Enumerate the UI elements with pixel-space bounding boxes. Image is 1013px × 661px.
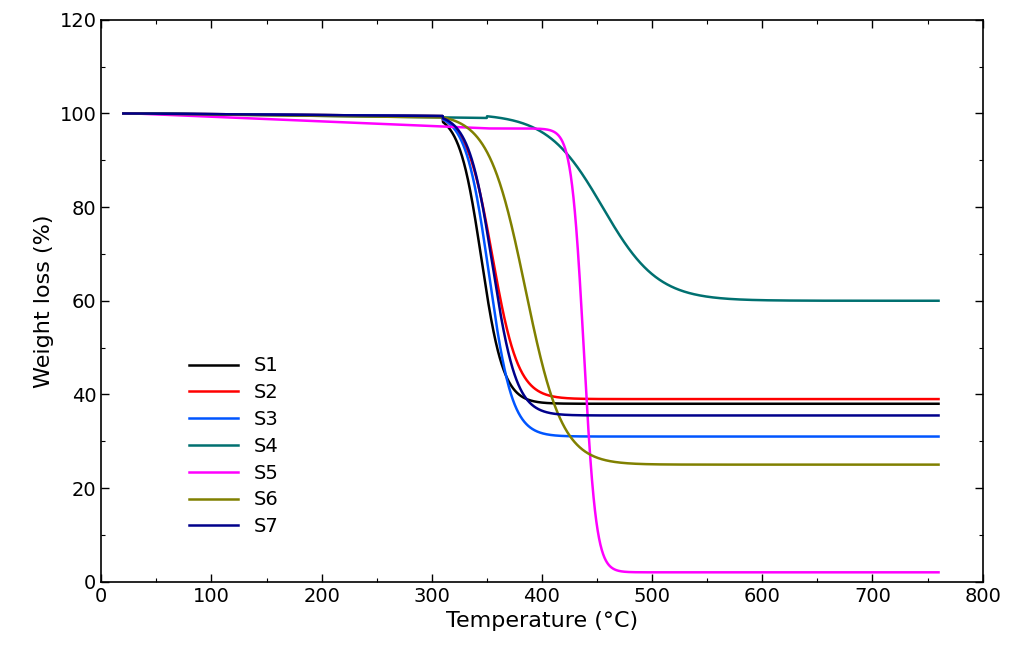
S3 bbox=[118, 110, 130, 118]
Line: S5: S5 bbox=[124, 114, 939, 572]
S2 bbox=[829, 395, 841, 403]
S5 bbox=[465, 124, 477, 132]
S6 bbox=[829, 461, 841, 469]
S5 bbox=[258, 115, 270, 123]
S6 bbox=[465, 127, 477, 135]
S6 bbox=[211, 110, 223, 118]
S5 bbox=[933, 568, 945, 576]
S4 bbox=[211, 110, 223, 118]
S1 bbox=[917, 400, 929, 408]
S5 bbox=[430, 122, 442, 130]
Line: S2: S2 bbox=[124, 114, 939, 399]
S3 bbox=[430, 112, 442, 120]
S1 bbox=[258, 110, 270, 118]
S1 bbox=[211, 110, 223, 118]
S3 bbox=[465, 167, 477, 175]
S3 bbox=[829, 432, 841, 440]
S7 bbox=[118, 110, 130, 118]
Line: S7: S7 bbox=[124, 114, 939, 416]
Legend: S1, S2, S3, S4, S5, S6, S7: S1, S2, S3, S4, S5, S6, S7 bbox=[181, 348, 286, 544]
S4 bbox=[933, 297, 945, 305]
S2 bbox=[118, 110, 130, 118]
S3 bbox=[258, 110, 270, 118]
S3 bbox=[917, 432, 929, 440]
Line: S4: S4 bbox=[124, 114, 939, 301]
S6 bbox=[917, 461, 929, 469]
S4 bbox=[465, 114, 477, 122]
S5 bbox=[118, 110, 130, 118]
S1 bbox=[829, 400, 841, 408]
S4 bbox=[258, 111, 270, 119]
S3 bbox=[909, 432, 921, 440]
S1 bbox=[430, 112, 442, 120]
S4 bbox=[430, 113, 442, 121]
S7 bbox=[926, 412, 938, 420]
S5 bbox=[829, 568, 841, 576]
S7 bbox=[430, 112, 442, 120]
S5 bbox=[917, 568, 929, 576]
S4 bbox=[118, 110, 130, 118]
S7 bbox=[258, 110, 270, 118]
Y-axis label: Weight loss (%): Weight loss (%) bbox=[33, 214, 54, 387]
S7 bbox=[465, 154, 477, 162]
S5 bbox=[803, 568, 815, 576]
S5 bbox=[211, 113, 223, 121]
S2 bbox=[465, 157, 477, 165]
S7 bbox=[829, 412, 841, 420]
S6 bbox=[118, 110, 130, 118]
S3 bbox=[211, 110, 223, 118]
Line: S6: S6 bbox=[124, 114, 939, 465]
S4 bbox=[917, 297, 929, 305]
X-axis label: Temperature (°C): Temperature (°C) bbox=[446, 611, 638, 631]
S2 bbox=[917, 395, 929, 403]
S1 bbox=[933, 400, 945, 408]
S7 bbox=[211, 110, 223, 118]
S2 bbox=[211, 110, 223, 118]
S6 bbox=[430, 113, 442, 121]
S6 bbox=[933, 461, 945, 469]
S6 bbox=[258, 111, 270, 119]
S2 bbox=[430, 112, 442, 120]
S2 bbox=[931, 395, 943, 403]
S4 bbox=[829, 297, 841, 305]
S1 bbox=[118, 110, 130, 118]
S2 bbox=[933, 395, 945, 403]
Line: S1: S1 bbox=[124, 114, 939, 404]
Line: S3: S3 bbox=[124, 114, 939, 436]
S7 bbox=[917, 412, 929, 420]
S1 bbox=[465, 192, 477, 200]
S1 bbox=[880, 400, 892, 408]
S2 bbox=[258, 110, 270, 118]
S3 bbox=[933, 432, 945, 440]
S7 bbox=[933, 412, 945, 420]
